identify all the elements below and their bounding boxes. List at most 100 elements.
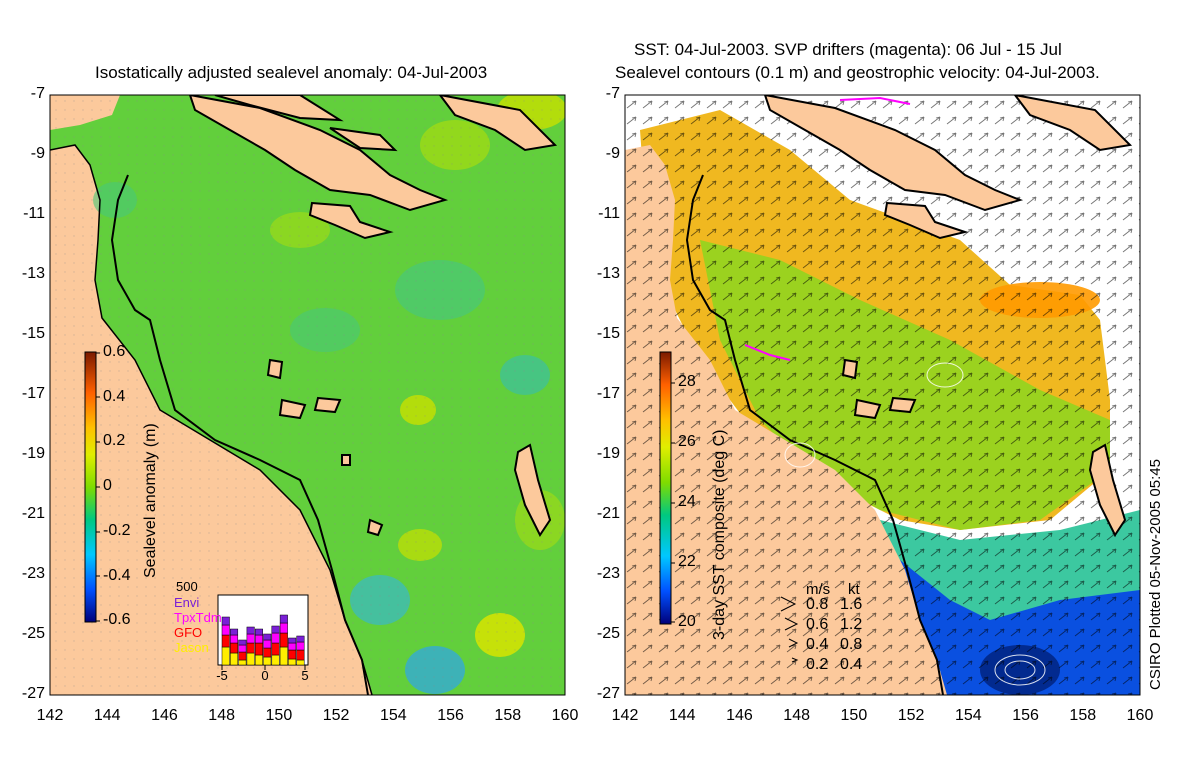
histogram-bar-segment	[263, 633, 272, 641]
y-tick-label: -21	[596, 505, 620, 522]
y-tick-label: -13	[596, 265, 620, 282]
velocity-legend-ms: 0.6	[806, 616, 829, 633]
y-tick-label: -25	[596, 625, 620, 642]
histogram-bar-segment	[288, 658, 297, 666]
x-tick-label: 160	[551, 707, 579, 724]
velocity-legend-ms: 0.4	[806, 636, 829, 653]
x-tick-label: 148	[208, 707, 236, 724]
histogram-bar-segment	[288, 649, 297, 660]
x-tick-label: 150	[840, 707, 868, 724]
histogram-bar-segment	[271, 625, 280, 634]
sst-colorbar-tick: 26	[678, 433, 696, 450]
sla-map	[50, 95, 565, 695]
y-tick-label: -9	[30, 145, 45, 162]
histogram-bar-segment	[254, 634, 263, 644]
histogram-bar-segment	[263, 639, 272, 649]
histogram-legend-jason: Jason	[174, 640, 209, 655]
y-tick-label: -13	[21, 265, 45, 282]
histogram-bar-segment	[254, 628, 263, 636]
histogram-bar-segment	[254, 642, 263, 656]
sst-colorbar-tick: 28	[678, 373, 696, 390]
sst-colorbar-tick: 24	[678, 493, 696, 510]
australia-coastline	[50, 144, 373, 695]
x-tick-label: 154	[379, 707, 407, 724]
histogram-bar-segment	[246, 652, 255, 666]
histogram-bar-segment	[221, 624, 230, 636]
right-map-title-line2: Sealevel contours (0.1 m) and geostrophi…	[615, 63, 1100, 82]
velocity-legend-kt-header: kt	[848, 581, 860, 598]
histogram-legend-envi: Envi	[174, 595, 200, 610]
histogram-bar-segment	[221, 646, 230, 666]
histogram-bar-segment	[238, 659, 247, 666]
histogram-bar-segment	[296, 659, 305, 666]
left-map-title: Isostatically adjusted sealevel anomaly:…	[95, 63, 488, 82]
histogram-bar-segment	[246, 633, 255, 644]
sst-colorbar-label: 3-day SST composite (deg C)	[711, 429, 728, 640]
sla-colorbar-tick: 0.6	[103, 343, 126, 360]
x-tick-label: 142	[611, 707, 639, 724]
right-map-title-line1: SST: 04-Jul-2003. SVP drifters (magenta)…	[634, 40, 1062, 59]
y-tick-label: -7	[30, 85, 45, 102]
plot-credit: CSIRO Plotted 05-Nov-2005 05:45	[1147, 459, 1164, 690]
histogram-bar-segment	[230, 642, 239, 654]
y-tick-label: -23	[596, 565, 620, 582]
sla-colorbar-tick: -0.6	[103, 611, 131, 629]
x-tick-label: 158	[494, 707, 522, 724]
y-tick-label: -9	[605, 145, 620, 162]
sst-colorbar	[659, 351, 672, 625]
velocity-legend-kt: 1.2	[840, 616, 863, 633]
y-tick-label: -19	[596, 445, 620, 462]
histogram-bar-segment	[221, 616, 230, 626]
histogram-bar-segment	[263, 647, 272, 658]
y-tick-label: -15	[21, 325, 45, 342]
y-tick-label: -25	[21, 625, 45, 642]
histogram-bar-segment	[271, 642, 280, 656]
x-tick-label: 144	[668, 707, 696, 724]
x-tick-label: 142	[36, 707, 64, 724]
sla-colorbar-tick: 0	[103, 477, 112, 495]
x-tick-label: 158	[1069, 707, 1097, 724]
histogram-max-label: 500	[176, 579, 198, 594]
histogram-bar-segment	[296, 635, 305, 643]
x-tick-label: 152	[322, 707, 350, 724]
histogram-bar-segment	[246, 626, 255, 635]
x-tick-label: 144	[93, 707, 121, 724]
x-tick-label: 160	[1126, 707, 1154, 724]
histogram-legend-tpxtdm: TpxTdm	[174, 610, 222, 625]
histogram-bar-segment	[271, 632, 280, 644]
histogram-bar-segment	[279, 646, 288, 666]
histogram-bar-segment	[246, 642, 255, 654]
y-tick-label: -19	[21, 445, 45, 462]
sst-colorbar-tick: 20	[678, 613, 696, 630]
velocity-legend-kt: 0.8	[840, 636, 863, 653]
y-tick-label: -11	[23, 205, 45, 222]
sst-colorbar-tick: 22	[678, 553, 696, 570]
y-tick-label: -11	[598, 205, 620, 222]
histogram-bar-segment	[238, 644, 247, 653]
x-tick-label: 146	[726, 707, 753, 724]
histogram-bar-segment	[263, 656, 272, 666]
sst-map	[625, 95, 1140, 695]
sla-colorbar-label: Sealevel anomaly (m)	[142, 423, 159, 578]
velocity-legend-kt: 0.4	[840, 656, 863, 673]
left-map-frame	[49, 94, 566, 696]
y-tick-label: -21	[21, 505, 45, 522]
x-tick-label: 146	[151, 707, 178, 724]
sla-colorbar-tick: -0.4	[103, 566, 131, 584]
x-tick-label: 148	[783, 707, 811, 724]
histogram-bar-segment	[271, 654, 280, 666]
histogram-bar-segment	[296, 641, 305, 651]
histogram-bar-segment	[254, 654, 263, 666]
x-tick-label: 156	[437, 707, 464, 724]
velocity-legend-ms-header: m/s	[806, 581, 831, 598]
histogram-bar-segment	[238, 651, 247, 661]
sla-colorbar	[84, 351, 97, 623]
sla-colorbar-tick: -0.2	[103, 521, 131, 539]
y-tick-label: -17	[596, 385, 620, 402]
histogram-bar-segment	[238, 639, 247, 646]
histogram-bar-segment	[230, 628, 239, 636]
histogram-x-tick: -5	[216, 668, 228, 683]
y-tick-label: -7	[605, 85, 620, 102]
velocity-legend-kt: 1.6	[840, 596, 863, 613]
